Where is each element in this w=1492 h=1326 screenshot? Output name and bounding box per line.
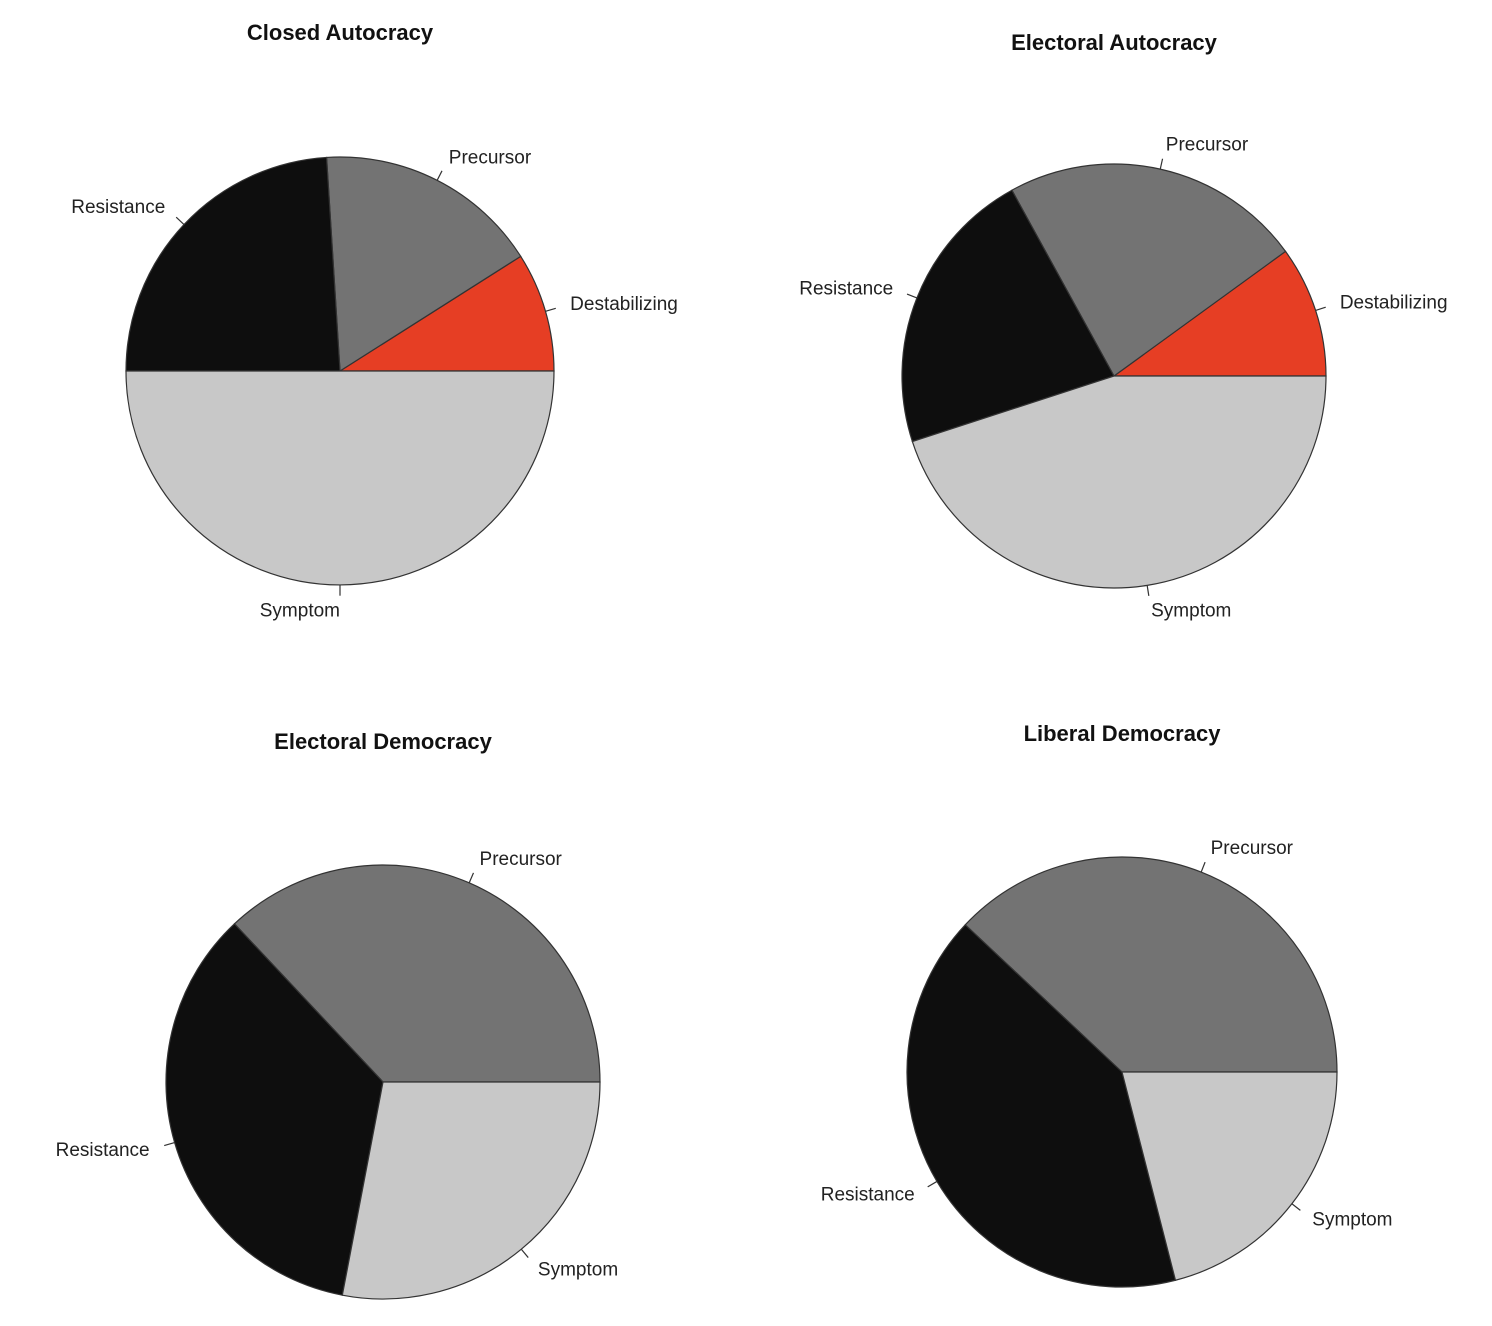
label-tick (545, 307, 556, 312)
pie-slice-resistance (165, 922, 384, 1296)
slice-label-resistance: Resistance (821, 1185, 915, 1206)
pie-slice-resistance (125, 156, 341, 372)
label-tick (1200, 861, 1206, 873)
slice-label-precursor: Precursor (1166, 134, 1249, 155)
pie-chart-liberal-democracy: Liberal Democracy Precursor Resistance Symp… (821, 721, 1393, 1288)
label-tick (927, 1180, 938, 1188)
slice-label-precursor: Precursor (480, 849, 563, 870)
slice-label-destabilizing: Destabilizing (570, 294, 678, 315)
slice-label-resistance: Resistance (799, 279, 893, 300)
pie-slice-symptom (911, 375, 1327, 589)
slice-label-symptom: Symptom (1312, 1210, 1392, 1231)
pie-slice-symptom (125, 370, 555, 586)
slice-label-destabilizing: Destabilizing (1340, 293, 1448, 314)
label-tick (520, 1248, 529, 1258)
pie-chart-closed-autocracy: Closed Autocracy Destabilizing Precursor Re… (71, 20, 678, 622)
label-tick (906, 293, 918, 299)
pie-slice-resistance (901, 189, 1115, 443)
label-tick (1315, 306, 1326, 312)
slice-label-precursor: Precursor (1211, 838, 1294, 859)
slice-label-symptom: Symptom (260, 601, 340, 622)
label-tick (436, 170, 443, 181)
chart-title: Closed Autocracy (247, 20, 434, 45)
slice-label-symptom: Symptom (538, 1259, 618, 1280)
label-tick (1291, 1203, 1301, 1211)
slice-label-symptom: Symptom (1151, 601, 1231, 622)
label-tick (1146, 585, 1150, 596)
chart-title: Electoral Democracy (274, 729, 492, 754)
pie-slice-precursor (964, 856, 1338, 1073)
pie-chart-electoral-autocracy: Electoral Autocracy Destabilizing Precurso… (799, 30, 1447, 622)
pie-chart-electoral-democracy: Electoral Democracy Precursor Resistance Sy… (56, 729, 618, 1300)
label-tick (468, 872, 475, 884)
slice-label-resistance: Resistance (71, 197, 165, 218)
chart-title: Electoral Autocracy (1011, 30, 1218, 55)
pie-slice-destabilizing (1112, 250, 1327, 377)
chart-title: Liberal Democracy (1024, 721, 1222, 746)
label-tick (164, 1141, 175, 1147)
slice-label-resistance: Resistance (56, 1140, 150, 1161)
label-tick (175, 216, 185, 225)
slice-label-precursor: Precursor (449, 147, 532, 168)
pie-slice-precursor (325, 156, 522, 373)
label-tick (1159, 158, 1164, 170)
